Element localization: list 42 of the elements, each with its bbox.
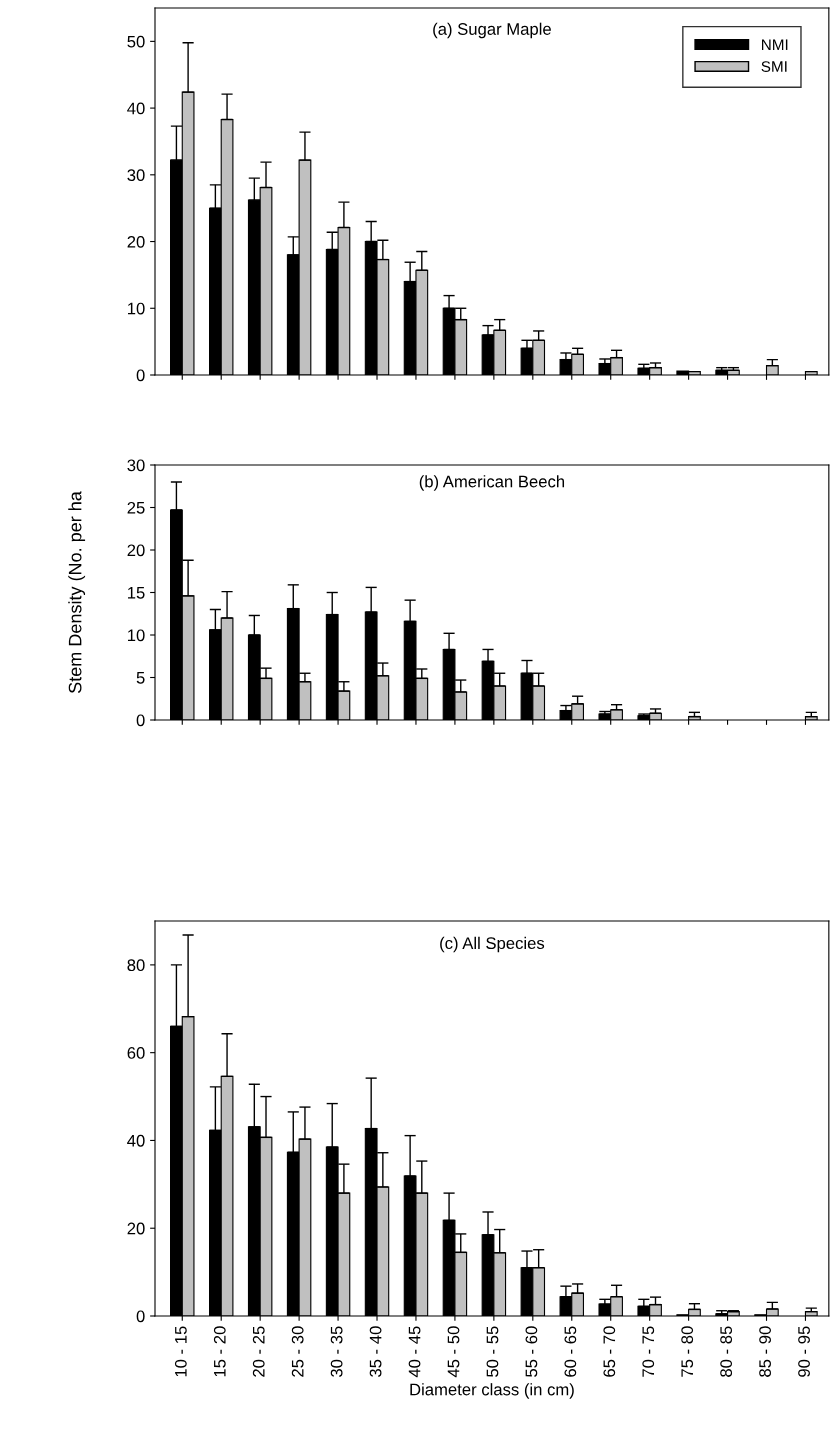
y-tick-label: 60	[127, 1047, 145, 1059]
y-tick-label: 10	[128, 629, 145, 642]
y-tick-label: 5	[136, 672, 145, 684]
y-tick-label: 40	[127, 102, 145, 115]
x-tick-label: 30 - 35	[330, 1326, 343, 1377]
y-tick-label: 50	[127, 35, 145, 48]
x-tick-label: 50 - 55	[486, 1326, 499, 1377]
text: (b) American Beech	[419, 475, 565, 491]
x-tick-label: 15 - 20	[213, 1326, 226, 1377]
x-axis-title: Diameter class (in cm)	[410, 1383, 574, 1399]
y-tick-label: 10	[128, 302, 145, 315]
x-tick-label: 90 - 95	[798, 1326, 810, 1377]
y-tick-label: 25	[127, 501, 145, 514]
y-tick-label: 30	[127, 169, 145, 182]
x-tick-label: 65 - 70	[603, 1326, 616, 1377]
text: (c) All Species	[440, 936, 545, 953]
y-axis-title: Stem Density (No. per ha	[68, 491, 86, 694]
x-tick-label: 85 - 90	[759, 1326, 771, 1377]
y-tick-label: 40	[127, 1134, 145, 1147]
x-tick-label: 40 - 45	[408, 1326, 421, 1378]
legend-label: NMI	[762, 39, 788, 50]
y-tick-label: 0	[136, 369, 145, 382]
y-tick-label: 20	[127, 235, 145, 248]
y-tick-label: 30	[127, 459, 145, 472]
x-tick-label: 70 - 75	[642, 1326, 655, 1377]
y-tick-label: 15	[128, 587, 145, 599]
y-tick-label: 0	[136, 714, 145, 727]
y-tick-label: 0	[136, 1310, 145, 1323]
x-tick-label: 45 - 50	[447, 1326, 460, 1378]
x-tick-label: 35 - 40	[369, 1326, 382, 1377]
y-tick-label: 80	[127, 959, 145, 972]
text: (a) Sugar Maple	[433, 22, 551, 39]
y-tick-label: 20	[127, 544, 145, 557]
x-tick-label: 10 - 15	[174, 1326, 187, 1377]
x-tick-label: 60 - 65	[564, 1326, 577, 1377]
x-tick-label: 25 - 30	[291, 1326, 304, 1377]
y-tick-label: 20	[127, 1222, 145, 1235]
x-tick-label: 20 - 25	[252, 1326, 265, 1377]
x-tick-label: 55 - 60	[525, 1326, 538, 1377]
legend-label: SMI	[761, 61, 787, 72]
x-tick-label: 80 - 85	[720, 1326, 733, 1377]
x-tick-label: 75 - 80	[681, 1326, 694, 1377]
